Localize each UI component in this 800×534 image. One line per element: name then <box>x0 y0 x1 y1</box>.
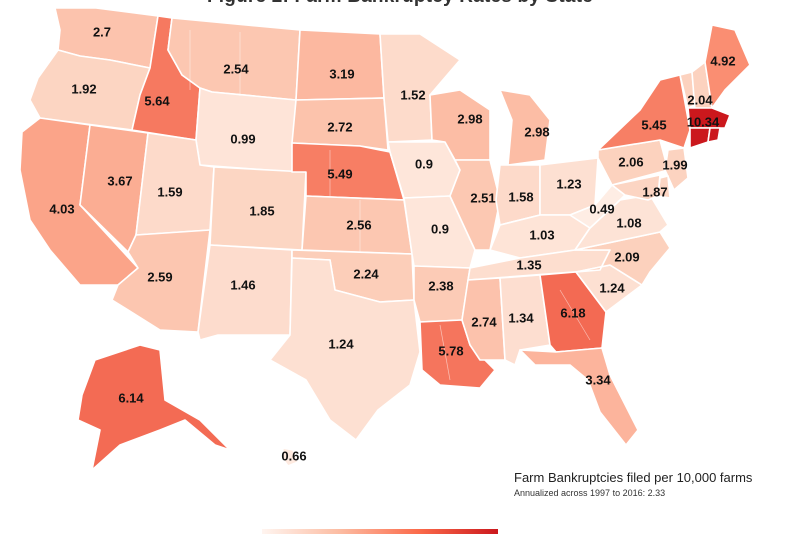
value-label-NH: 2.04 <box>687 92 713 107</box>
state-CT <box>689 127 711 149</box>
state-IL <box>449 159 501 251</box>
value-label-IL: 2.51 <box>470 190 495 205</box>
map-title: Figure 2: Farm Bankruptcy Rates by State <box>0 0 800 8</box>
value-label-AZ: 2.59 <box>147 269 172 284</box>
value-label-ID: 5.64 <box>144 93 170 108</box>
state-WY <box>195 87 297 173</box>
state-MI <box>499 89 551 166</box>
value-label-MT: 2.54 <box>223 61 249 76</box>
county-line <box>559 289 591 341</box>
value-label-WY: 0.99 <box>230 131 255 146</box>
county-line <box>439 324 451 381</box>
state-MD <box>611 174 661 201</box>
state-NM <box>197 244 293 341</box>
value-label-SD: 2.72 <box>327 119 352 134</box>
value-label-MD: 1.87 <box>642 184 667 199</box>
value-label-UT: 1.59 <box>157 184 182 199</box>
value-label-WV: 0.49 <box>589 201 614 216</box>
state-AZ <box>111 229 211 333</box>
value-label-CO: 1.85 <box>249 203 274 218</box>
value-label-TN: 1.35 <box>516 257 541 272</box>
value-label-NY: 5.45 <box>641 117 666 132</box>
color-scale-bar <box>262 529 498 534</box>
value-label-MO: 0.9 <box>431 221 449 236</box>
value-label-NV: 3.67 <box>107 173 132 188</box>
value-labels: 2.7 1.92 4.03 3.67 5.64 2.54 0.99 1.59 2.59 1.85 1… <box>49 24 735 463</box>
value-label-NE: 5.49 <box>327 166 352 181</box>
legend-title: Farm Bankruptcies filed per 10,000 farms <box>514 470 753 485</box>
legend-subtitle: Annualized across 1997 to 2016: 2.33 <box>514 488 666 498</box>
state-NJ <box>664 147 689 191</box>
state-ND <box>295 29 385 101</box>
states-layer <box>19 7 751 471</box>
state-TX <box>269 257 421 441</box>
value-label-MI: 2.98 <box>524 124 549 139</box>
value-label-MA: 10.34 <box>687 114 720 129</box>
state-AK <box>77 344 231 471</box>
value-label-HI: 0.66 <box>281 448 306 463</box>
value-label-MN: 1.52 <box>400 87 425 102</box>
value-label-AK: 6.14 <box>118 390 144 405</box>
value-label-WA: 2.7 <box>93 24 111 39</box>
value-label-CA: 4.03 <box>49 201 74 216</box>
value-label-SC: 1.24 <box>599 280 625 295</box>
county-boundaries <box>189 30 591 381</box>
state-RI <box>707 127 721 143</box>
value-label-LA: 5.78 <box>438 343 463 358</box>
value-label-NC: 2.09 <box>614 249 639 264</box>
value-label-KS: 2.56 <box>346 217 371 232</box>
value-label-IA: 0.9 <box>415 156 433 171</box>
value-label-FL: 3.34 <box>585 372 611 387</box>
value-label-OK: 2.24 <box>353 266 379 281</box>
value-label-NM: 1.46 <box>230 277 255 292</box>
state-AR <box>413 265 471 323</box>
state-FL <box>519 347 639 446</box>
value-label-KY: 1.03 <box>529 227 554 242</box>
value-label-NJ: 1.99 <box>662 157 687 172</box>
value-label-VA: 1.08 <box>616 215 641 230</box>
value-label-OR: 1.92 <box>71 81 96 96</box>
value-label-ME: 4.92 <box>710 53 735 68</box>
value-label-GA: 6.18 <box>560 305 585 320</box>
value-label-AL: 1.34 <box>508 310 534 325</box>
state-NY <box>597 74 691 151</box>
value-label-AR: 2.38 <box>428 278 453 293</box>
value-label-OH: 1.23 <box>556 176 581 191</box>
state-MA <box>687 107 731 129</box>
value-label-ND: 3.19 <box>329 66 354 81</box>
state-HI <box>281 447 299 467</box>
value-label-TX: 1.24 <box>328 336 354 351</box>
value-label-IN: 1.58 <box>508 189 533 204</box>
value-label-PA: 2.06 <box>618 154 643 169</box>
value-label-MS: 2.74 <box>471 314 497 329</box>
value-label-WI: 2.98 <box>457 111 482 126</box>
